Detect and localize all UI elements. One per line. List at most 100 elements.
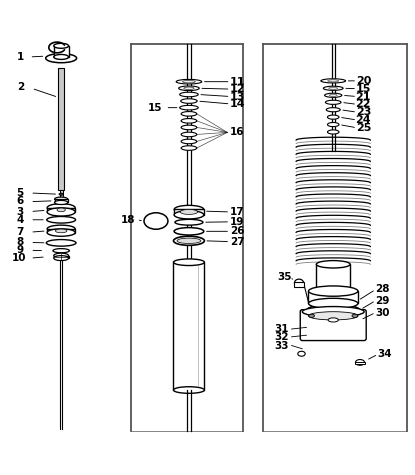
- Ellipse shape: [47, 217, 76, 223]
- Ellipse shape: [177, 238, 201, 244]
- Text: 8: 8: [16, 238, 24, 247]
- Ellipse shape: [174, 211, 204, 219]
- Ellipse shape: [329, 87, 338, 89]
- Ellipse shape: [54, 200, 68, 205]
- Ellipse shape: [175, 219, 203, 225]
- Text: 34: 34: [378, 349, 392, 359]
- Ellipse shape: [325, 100, 341, 104]
- Bar: [54, 256, 68, 258]
- Text: 3: 3: [16, 207, 24, 217]
- Text: 4: 4: [16, 215, 24, 225]
- Ellipse shape: [330, 94, 337, 96]
- Bar: [173, 262, 205, 390]
- Ellipse shape: [53, 248, 69, 253]
- Ellipse shape: [328, 318, 338, 322]
- Ellipse shape: [51, 218, 71, 221]
- Text: 26: 26: [230, 226, 244, 237]
- Ellipse shape: [173, 236, 205, 245]
- Text: 16: 16: [230, 127, 244, 137]
- Ellipse shape: [183, 80, 195, 83]
- Ellipse shape: [174, 228, 204, 235]
- Ellipse shape: [302, 306, 364, 317]
- Ellipse shape: [309, 314, 315, 317]
- Bar: [295, 283, 303, 286]
- Text: 20: 20: [356, 76, 371, 86]
- Ellipse shape: [323, 86, 343, 90]
- Text: 1: 1: [16, 52, 24, 62]
- Bar: [47, 208, 75, 212]
- Ellipse shape: [306, 315, 361, 324]
- Ellipse shape: [46, 239, 76, 246]
- Text: 7: 7: [16, 227, 24, 237]
- Bar: [58, 68, 64, 190]
- Bar: [59, 190, 63, 202]
- Ellipse shape: [47, 229, 75, 236]
- Bar: [47, 229, 75, 233]
- Ellipse shape: [181, 132, 197, 137]
- Text: 29: 29: [375, 295, 389, 305]
- Ellipse shape: [59, 193, 63, 195]
- Ellipse shape: [315, 306, 352, 313]
- Text: 27: 27: [230, 237, 244, 247]
- Ellipse shape: [181, 125, 197, 130]
- Ellipse shape: [308, 312, 358, 320]
- Bar: [54, 199, 68, 202]
- FancyBboxPatch shape: [300, 310, 366, 341]
- Ellipse shape: [180, 209, 198, 214]
- Ellipse shape: [326, 108, 340, 112]
- Text: 23: 23: [356, 107, 371, 117]
- Ellipse shape: [47, 204, 75, 212]
- Ellipse shape: [184, 87, 194, 89]
- Ellipse shape: [47, 208, 75, 216]
- Ellipse shape: [321, 79, 346, 83]
- Ellipse shape: [316, 261, 350, 268]
- Ellipse shape: [295, 279, 303, 286]
- Text: 13: 13: [229, 92, 245, 102]
- Bar: [308, 291, 358, 304]
- Text: 24: 24: [356, 115, 371, 125]
- Ellipse shape: [356, 360, 364, 365]
- Ellipse shape: [327, 115, 339, 119]
- Text: 21: 21: [356, 92, 371, 102]
- Ellipse shape: [308, 286, 358, 296]
- Ellipse shape: [54, 43, 68, 48]
- Ellipse shape: [178, 229, 200, 233]
- Text: 15: 15: [148, 103, 163, 113]
- Ellipse shape: [181, 146, 197, 150]
- Ellipse shape: [327, 130, 339, 134]
- Ellipse shape: [54, 197, 68, 201]
- Text: 32: 32: [274, 332, 289, 342]
- Text: 18: 18: [121, 215, 136, 225]
- Ellipse shape: [176, 79, 202, 84]
- Text: 5: 5: [16, 188, 24, 198]
- Ellipse shape: [181, 119, 197, 123]
- Text: 19: 19: [230, 217, 244, 227]
- Ellipse shape: [54, 55, 68, 59]
- Ellipse shape: [327, 123, 339, 127]
- Bar: [174, 209, 204, 215]
- Text: 10: 10: [12, 253, 27, 263]
- Ellipse shape: [180, 92, 198, 97]
- Text: 14: 14: [229, 99, 245, 109]
- Ellipse shape: [181, 139, 197, 144]
- Text: 35: 35: [277, 272, 292, 282]
- Ellipse shape: [54, 253, 68, 258]
- Ellipse shape: [181, 112, 197, 116]
- Text: 9: 9: [16, 245, 24, 255]
- Ellipse shape: [47, 225, 75, 233]
- Ellipse shape: [46, 54, 77, 63]
- Ellipse shape: [51, 241, 72, 245]
- Ellipse shape: [54, 256, 68, 261]
- Bar: [355, 361, 365, 364]
- Ellipse shape: [352, 314, 358, 317]
- Ellipse shape: [144, 213, 168, 229]
- Ellipse shape: [308, 298, 358, 309]
- Ellipse shape: [57, 208, 65, 212]
- Ellipse shape: [298, 352, 305, 356]
- Ellipse shape: [173, 259, 205, 266]
- Ellipse shape: [173, 387, 205, 393]
- Ellipse shape: [55, 229, 67, 233]
- Text: 12: 12: [229, 84, 245, 94]
- Text: 11: 11: [229, 76, 245, 86]
- Text: 31: 31: [274, 324, 289, 334]
